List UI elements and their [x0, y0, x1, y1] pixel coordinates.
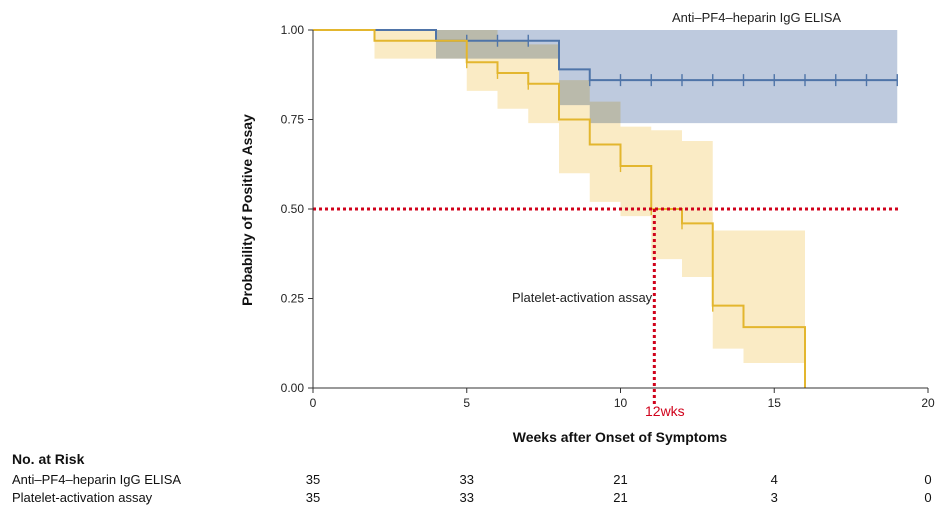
platelet-series-label: Platelet-activation assay: [512, 290, 653, 305]
x-tick-label: 5: [463, 396, 470, 410]
confidence-bands: [313, 30, 898, 388]
risk-value: 21: [613, 472, 627, 487]
risk-value: 35: [306, 472, 320, 487]
risk-table-title: No. at Risk: [12, 451, 85, 467]
x-tick-label: 10: [614, 396, 628, 410]
risk-value: 33: [460, 490, 474, 505]
risk-value: 21: [613, 490, 627, 505]
x-axis-title: Weeks after Onset of Symptoms: [513, 429, 728, 445]
y-tick-label: 0.75: [281, 113, 305, 127]
x-tick-label: 15: [768, 396, 782, 410]
risk-value: 4: [771, 472, 778, 487]
risk-value: 3: [771, 490, 778, 505]
reference-lines: [313, 207, 901, 404]
x-tick-label: 20: [921, 396, 935, 410]
y-axis-title: Probability of Positive Assay: [239, 114, 255, 306]
risk-table-values: 35 33 21 4 0 35 33 21 3 0: [306, 472, 932, 505]
y-tick-label: 0.25: [281, 292, 305, 306]
risk-row-label-elisa: Anti–PF4–heparin IgG ELISA: [12, 472, 181, 487]
risk-value: 0: [924, 490, 931, 505]
y-tick-label: 1.00: [281, 23, 305, 37]
x-tick-label: 0: [310, 396, 317, 410]
risk-value: 0: [924, 472, 931, 487]
risk-value: 35: [306, 490, 320, 505]
median-marker-label: 12wks: [645, 403, 685, 419]
elisa-series-label: Anti–PF4–heparin IgG ELISA: [672, 10, 841, 25]
y-tick-label: 0.50: [281, 202, 305, 216]
risk-value: 33: [460, 472, 474, 487]
axes: 0.00 0.25 0.50 0.75 1.00 0 5 10 15 20: [281, 23, 935, 410]
y-tick-label: 0.00: [281, 381, 305, 395]
risk-row-label-platelet: Platelet-activation assay: [12, 490, 153, 505]
